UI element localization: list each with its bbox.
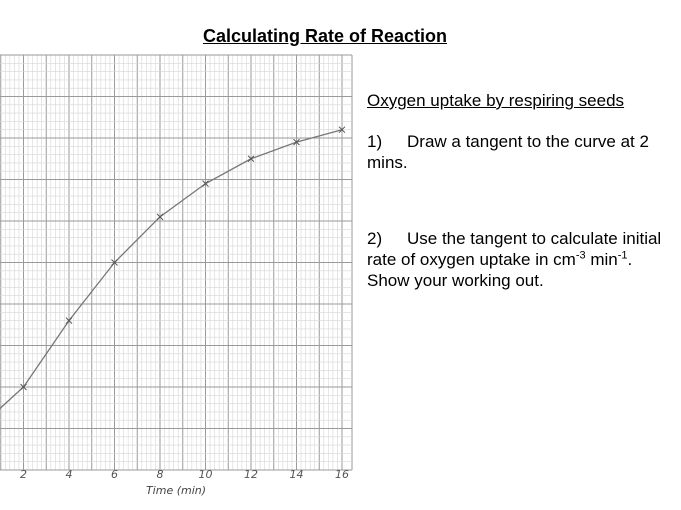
instructions-panel: Oxygen uptake by respiring seeds 1) Draw …	[367, 90, 677, 291]
x-tick-label: 2	[20, 468, 27, 481]
task-1: 1) Draw a tangent to the curve at 2 mins.	[367, 131, 677, 173]
data-point	[338, 126, 346, 134]
data-point	[111, 259, 118, 266]
x-tick-label: 6	[111, 468, 118, 481]
x-tick-label: 14	[290, 468, 304, 481]
data-point-cross-b	[202, 180, 209, 188]
data-point-cross-b	[293, 138, 300, 146]
data-point	[65, 317, 73, 324]
data-point	[293, 138, 300, 146]
x-tick-label: 4	[66, 468, 73, 481]
x-axis-label: Time (min)	[146, 484, 206, 497]
data-point	[247, 155, 255, 163]
x-tick-labels: 2 4 6 8 10 12 14 16	[20, 468, 349, 481]
panel-heading: Oxygen uptake by respiring seeds	[367, 91, 625, 110]
data-point	[156, 213, 164, 221]
task-2-text-b: min	[585, 250, 618, 269]
x-tick-label: 12	[244, 468, 258, 481]
unit-exponent-min: -1	[617, 249, 628, 262]
task-2-text-a: Use the tangent to calculate initial rat…	[367, 229, 662, 269]
data-point-cross-b	[20, 383, 27, 391]
unit-exponent-cm: -3	[575, 249, 586, 262]
data-point-cross-b	[338, 126, 346, 134]
data-point-cross-b	[247, 155, 255, 163]
data-point	[202, 180, 209, 188]
data-point-cross-b	[65, 317, 73, 324]
data-point-cross-b	[156, 213, 164, 221]
graph-paper-grid	[0, 54, 353, 471]
task-1-number: 1)	[367, 132, 383, 151]
data-point-cross-b	[111, 259, 118, 266]
curve-and-points	[0, 126, 346, 410]
x-tick-label: 8	[157, 468, 164, 481]
task-1-text: Draw a tangent to the curve at 2 mins.	[367, 132, 649, 172]
page-title: Calculating Rate of Reaction	[202, 26, 448, 46]
task-2-number: 2)	[367, 229, 383, 248]
task-2-text-c: . Show your working out.	[367, 250, 633, 290]
oxygen-uptake-graph: 2 4 6 8 10 12 14 16 Time (min)	[0, 54, 353, 497]
data-point	[20, 383, 27, 391]
x-tick-label: 10	[199, 468, 213, 481]
task-2: 2) Use the tangent to calculate initial r…	[367, 228, 677, 291]
x-tick-label: 16	[335, 468, 349, 481]
